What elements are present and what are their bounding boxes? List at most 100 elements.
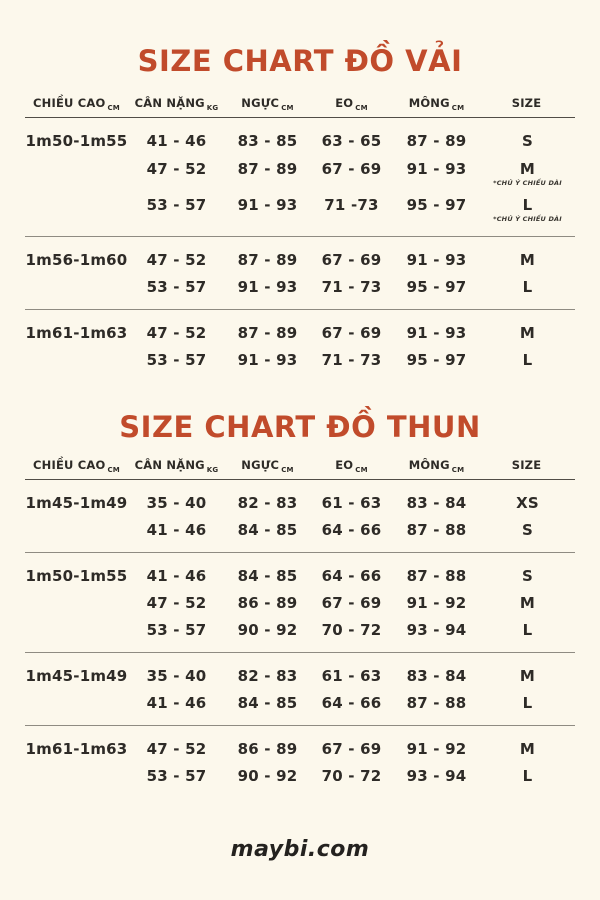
size-value: S [521, 520, 533, 539]
cell-waist: 70 - 72 [321, 766, 382, 785]
table-row: 53 - 57 90 - 92 70 - 72 93 - 94 L [25, 762, 575, 789]
cell-waist: 71 - 73 [321, 350, 382, 369]
cell-hip: 93 - 94 [406, 766, 467, 785]
size-note: *CHÚ Ý CHIỀU DÀI [493, 214, 562, 223]
size-value: M [519, 250, 536, 269]
column-unit: CM [107, 104, 120, 112]
cell-waist: 71 - 73 [321, 277, 382, 296]
table-row: 1m45-1m49 35 - 40 82 - 83 61 - 63 83 - 8… [25, 489, 575, 516]
cell-height: 1m61-1m63 [25, 739, 128, 758]
cell-hip: 93 - 94 [406, 620, 467, 639]
column-unit: CM [451, 466, 465, 474]
cell-waist: 67 - 69 [321, 739, 382, 758]
column-unit: KG [206, 104, 219, 112]
cell-weight: 53 - 57 [146, 620, 207, 639]
cell-size: S [480, 132, 575, 151]
column-unit: KG [206, 466, 219, 474]
table-row: 1m61-1m63 47 - 52 86 - 89 67 - 69 91 - 9… [25, 735, 575, 762]
cell-hip: 91 - 92 [406, 593, 467, 612]
table-row: 1m61-1m63 47 - 52 87 - 89 67 - 69 91 - 9… [25, 319, 575, 346]
column-unit: CM [355, 466, 368, 474]
cell-weight: 47 - 52 [146, 739, 207, 758]
cell-waist: 67 - 69 [321, 159, 382, 178]
cell-weight: 35 - 40 [146, 493, 207, 512]
cell-bust: 91 - 93 [237, 350, 298, 369]
table-row: 53 - 57 91 - 93 71 -73 95 - 97 L *CHÚ Ý C… [25, 191, 575, 227]
cell-size: L [480, 621, 575, 639]
cell-weight: 47 - 52 [146, 159, 207, 178]
size-value: M [519, 666, 536, 685]
table2-header-row: CHIỀU CAO CM CÂN NẶNG KG NGỰC CM EO CM MÔNG C… [25, 458, 575, 480]
chart-title-do-thun: SIZE CHART ĐỒ THUN [119, 410, 481, 444]
table1-col-size: SIZE [480, 96, 575, 110]
cell-size: L [480, 278, 575, 296]
cell-waist: 70 - 72 [321, 620, 382, 639]
cell-waist: 64 - 66 [321, 520, 382, 539]
table1-col-eo: EO CM [310, 96, 393, 112]
cell-bust: 90 - 92 [237, 766, 298, 785]
cell-bust: 84 - 85 [237, 520, 298, 539]
column-unit: CM [107, 466, 120, 474]
cell-hip: 87 - 88 [406, 520, 467, 539]
table-row: 41 - 46 84 - 85 64 - 66 87 - 88 S [25, 516, 575, 543]
cell-size: L *CHÚ Ý CHIỀU DÀI [480, 196, 575, 223]
cell-weight: 53 - 57 [146, 277, 207, 296]
cell-size: L [480, 694, 575, 712]
cell-weight: 47 - 52 [146, 593, 207, 612]
cell-height: 1m50-1m55 [25, 131, 128, 150]
table1-col-can-nang: CÂN NẶNG KG [128, 96, 225, 112]
cell-weight: 53 - 57 [146, 350, 207, 369]
cell-size: XS [480, 494, 575, 512]
column-label: NGỰC [241, 458, 280, 472]
table2-group-1m61: 1m61-1m63 47 - 52 86 - 89 67 - 69 91 - 9… [25, 726, 575, 798]
cell-height: 1m45-1m49 [25, 666, 128, 685]
size-value: S [521, 131, 533, 150]
cell-size: L [480, 767, 575, 785]
table-row: 53 - 57 91 - 93 71 - 73 95 - 97 L [25, 273, 575, 300]
cell-size: M [480, 324, 575, 342]
table1-col-nguc: NGỰC CM [225, 96, 310, 112]
column-unit: CM [451, 104, 465, 112]
size-value: L [522, 350, 533, 369]
cell-waist: 64 - 66 [321, 693, 382, 712]
cell-size: M [480, 667, 575, 685]
table2-col-nguc: NGỰC CM [225, 458, 310, 474]
table1-header-row: CHIỀU CAO CM CÂN NẶNG KG NGỰC CM EO CM MÔNG C… [25, 96, 575, 118]
table-row: 41 - 46 84 - 85 64 - 66 87 - 88 L [25, 689, 575, 716]
size-value: L [522, 693, 533, 712]
table2-col-mong: MÔNG CM [393, 458, 480, 474]
table-row: 53 - 57 90 - 92 70 - 72 93 - 94 L [25, 616, 575, 643]
cell-bust: 87 - 89 [237, 323, 298, 342]
table2-group-1m45-b: 1m45-1m49 35 - 40 82 - 83 61 - 63 83 - 8… [25, 653, 575, 726]
column-label: CÂN NẶNG [134, 458, 205, 472]
cell-size: S [480, 521, 575, 539]
cell-waist: 67 - 69 [321, 250, 382, 269]
cell-hip: 95 - 97 [406, 195, 467, 214]
cell-hip: 91 - 93 [406, 323, 467, 342]
cell-hip: 87 - 88 [406, 566, 467, 585]
cell-hip: 91 - 93 [406, 159, 467, 178]
table2-group-1m50: 1m50-1m55 41 - 46 84 - 85 64 - 66 87 - 8… [25, 553, 575, 653]
column-label: SIZE [511, 96, 542, 110]
cell-weight: 47 - 52 [146, 323, 207, 342]
cell-bust: 86 - 89 [237, 593, 298, 612]
cell-hip: 95 - 97 [406, 350, 467, 369]
size-value: M [519, 593, 536, 612]
table-row: 47 - 52 86 - 89 67 - 69 91 - 92 M [25, 589, 575, 616]
size-value: L [522, 766, 533, 785]
column-label: NGỰC [241, 96, 280, 110]
cell-waist: 67 - 69 [321, 593, 382, 612]
column-label: MÔNG [408, 96, 450, 110]
cell-bust: 90 - 92 [237, 620, 298, 639]
table2-col-size: SIZE [480, 458, 575, 472]
table1-col-mong: MÔNG CM [393, 96, 480, 112]
cell-height: 1m56-1m60 [25, 250, 128, 269]
cell-waist: 61 - 63 [321, 493, 382, 512]
size-value: L [522, 277, 533, 296]
table1-col-chieu-cao: CHIỀU CAO CM [25, 96, 128, 112]
cell-weight: 35 - 40 [146, 666, 207, 685]
cell-bust: 82 - 83 [237, 666, 298, 685]
cell-hip: 91 - 93 [406, 250, 467, 269]
table2-group-1m45-a: 1m45-1m49 35 - 40 82 - 83 61 - 63 83 - 8… [25, 480, 575, 553]
size-value: S [521, 566, 533, 585]
